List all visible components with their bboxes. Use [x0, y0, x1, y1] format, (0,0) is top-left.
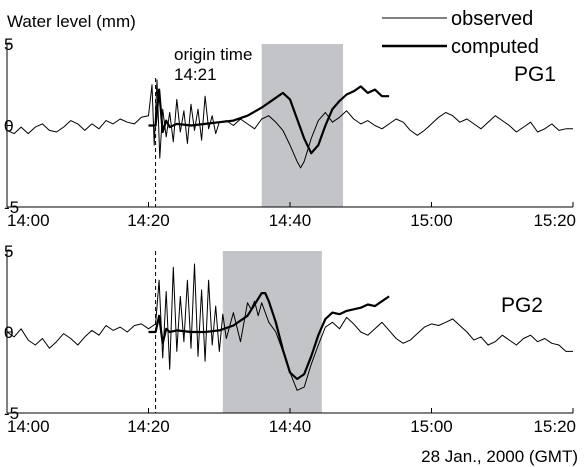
- series-line-observed: [6, 79, 573, 169]
- panel-pg1: 5 0 -514:00 14:20 14:40 15:00 15:20 PG1: [4, 35, 576, 230]
- y-tick-label: -5: [4, 404, 19, 423]
- x-tick-label: 15:00: [410, 211, 453, 230]
- origin-time-value: 14:21: [174, 65, 217, 84]
- series-line-computed: [148, 292, 390, 381]
- shaded-interval: [222, 251, 322, 413]
- panel-label: PG1: [514, 63, 556, 86]
- y-tick-label: 5: [4, 35, 13, 54]
- legend-label-observed: observed: [451, 8, 533, 30]
- x-tick-label: 15:20: [533, 211, 576, 230]
- x-tick-label: 14:20: [127, 211, 170, 230]
- legend: observed computed: [382, 8, 539, 58]
- x-tick-label: 14:00: [7, 211, 50, 230]
- legend-label-computed: computed: [451, 36, 539, 58]
- y-tick-label: -5: [4, 198, 19, 217]
- y-tick-label: 0: [4, 323, 13, 342]
- x-tick-label: 15:00: [410, 417, 453, 436]
- x-tick-label: 14:40: [269, 417, 312, 436]
- origin-time-label: origin time: [174, 45, 252, 64]
- x-tick-label: 14:20: [127, 417, 170, 436]
- x-tick-label: 14:40: [269, 211, 312, 230]
- shaded-interval: [261, 44, 344, 207]
- x-tick-label: 15:20: [533, 417, 576, 436]
- y-axis-label: Water level (mm): [7, 12, 136, 31]
- series-line-observed: [6, 263, 573, 391]
- panel-label: PG2: [501, 294, 543, 317]
- y-tick-label: 0: [4, 117, 13, 136]
- x-axis-label: 28 Jan., 2000 (GMT): [421, 447, 578, 466]
- series-line-computed: [148, 85, 390, 155]
- panel-pg2: 5 0 -514:00 14:20 14:40 15:00 15:20 PG2: [4, 242, 576, 436]
- y-tick-label: 5: [4, 242, 13, 261]
- x-tick-label: 14:00: [7, 417, 50, 436]
